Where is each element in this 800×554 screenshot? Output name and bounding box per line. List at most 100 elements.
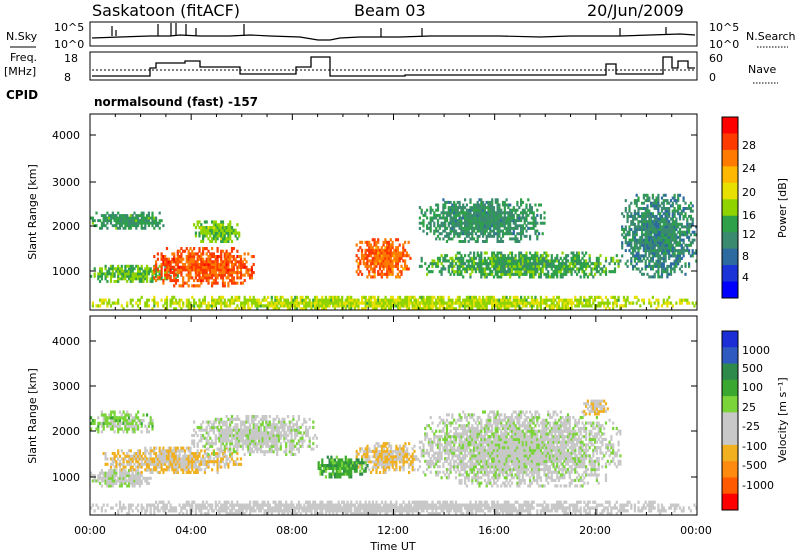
- power-cell: [646, 193, 649, 197]
- power-cell: [572, 262, 575, 266]
- power-cell: [644, 249, 647, 253]
- power-cell: [456, 208, 459, 212]
- velocity-cell: [93, 419, 96, 423]
- power-cell: [545, 275, 548, 279]
- power-cell: [518, 206, 521, 210]
- power-cell: [520, 264, 523, 268]
- power-cell: [438, 237, 441, 241]
- power-cell: [426, 208, 429, 212]
- power-cell: [662, 264, 665, 268]
- power-cell: [576, 254, 579, 258]
- velocity-cell: [158, 457, 161, 461]
- power-cell: [682, 217, 685, 221]
- power-cell: [460, 240, 463, 243]
- power-cell: [633, 246, 636, 250]
- power-cell: [543, 301, 546, 305]
- power-cell: [106, 274, 109, 278]
- power-cell: [447, 213, 450, 217]
- power-cell: [483, 301, 486, 305]
- power-cell: [648, 228, 651, 231]
- power-cell: [675, 201, 678, 205]
- power-cell: [323, 307, 326, 311]
- power-cell: [377, 248, 380, 252]
- power-cell: [321, 301, 324, 305]
- power-cell: [518, 298, 521, 302]
- power-cell: [211, 301, 214, 305]
- power-cell: [212, 265, 215, 269]
- power-cell: [111, 301, 114, 305]
- power-cell: [176, 268, 179, 272]
- power-cell: [209, 265, 212, 269]
- power-cell: [126, 221, 129, 225]
- power-cell: [657, 228, 660, 231]
- power-cell: [500, 301, 503, 305]
- power-cell: [518, 272, 521, 276]
- power-cell: [369, 259, 373, 263]
- velocity-cell: [111, 460, 114, 464]
- power-cell: [648, 246, 651, 250]
- power-cell: [601, 270, 604, 274]
- power-cell: [668, 228, 671, 231]
- power-cell: [664, 249, 667, 253]
- velocity-cell: [137, 410, 140, 414]
- power-cell: [205, 304, 208, 308]
- velocity-cell: [135, 476, 138, 480]
- power-cell: [471, 208, 474, 212]
- power-cell: [641, 233, 644, 237]
- power-cell: [232, 271, 235, 275]
- power-cell: [505, 256, 508, 260]
- power-cell: [115, 216, 118, 220]
- power-cell: [404, 267, 407, 271]
- power-cell: [454, 208, 458, 212]
- velocity-cell: [97, 479, 100, 483]
- power-cell: [193, 257, 196, 261]
- power-cell: [563, 301, 566, 305]
- power-cell: [194, 271, 197, 275]
- power-cell: [146, 301, 149, 305]
- power-cell: [211, 231, 214, 235]
- power-cell: [632, 217, 635, 221]
- power-cell: [635, 251, 638, 255]
- power-cell: [386, 254, 389, 258]
- power-cell: [664, 199, 667, 203]
- power-cell: [664, 222, 667, 226]
- power-cell: [651, 243, 654, 247]
- power-cell: [440, 262, 443, 266]
- power-cell: [299, 301, 302, 305]
- power-cell: [585, 272, 588, 276]
- power-cell: [122, 272, 125, 276]
- power-cell: [373, 298, 376, 302]
- power-cell: [373, 259, 376, 263]
- power-cell: [384, 298, 387, 302]
- power-cell: [628, 207, 631, 210]
- power-cell: [480, 275, 483, 279]
- power-cell: [236, 281, 239, 285]
- velocity-cell: [102, 421, 105, 425]
- power-cell: [205, 252, 208, 256]
- velocity-cell: [165, 465, 169, 469]
- power-cell: [659, 230, 662, 234]
- power-cell: [655, 249, 658, 253]
- power-cell: [666, 209, 669, 213]
- power-cell: [223, 226, 226, 230]
- velocity-cell: [194, 452, 197, 456]
- power-cell: [534, 272, 537, 276]
- power-cell: [496, 240, 499, 243]
- power-cell: [677, 225, 680, 229]
- power-cell: [160, 268, 163, 272]
- power-cell: [144, 224, 147, 228]
- power-cell: [646, 233, 649, 237]
- power-cell: [520, 301, 523, 305]
- power-cell: [220, 231, 223, 235]
- power-cell: [492, 221, 496, 225]
- freq-label-2: [MHz]: [4, 65, 36, 78]
- power-cell: [400, 304, 403, 308]
- power-cell: [408, 304, 411, 308]
- power-cell: [520, 200, 523, 204]
- power-cell: [465, 267, 468, 271]
- power-cell: [314, 304, 317, 308]
- power-cell: [234, 298, 237, 302]
- power-cell: [536, 237, 539, 241]
- power-cell: [164, 264, 167, 268]
- power-cell: [503, 264, 506, 268]
